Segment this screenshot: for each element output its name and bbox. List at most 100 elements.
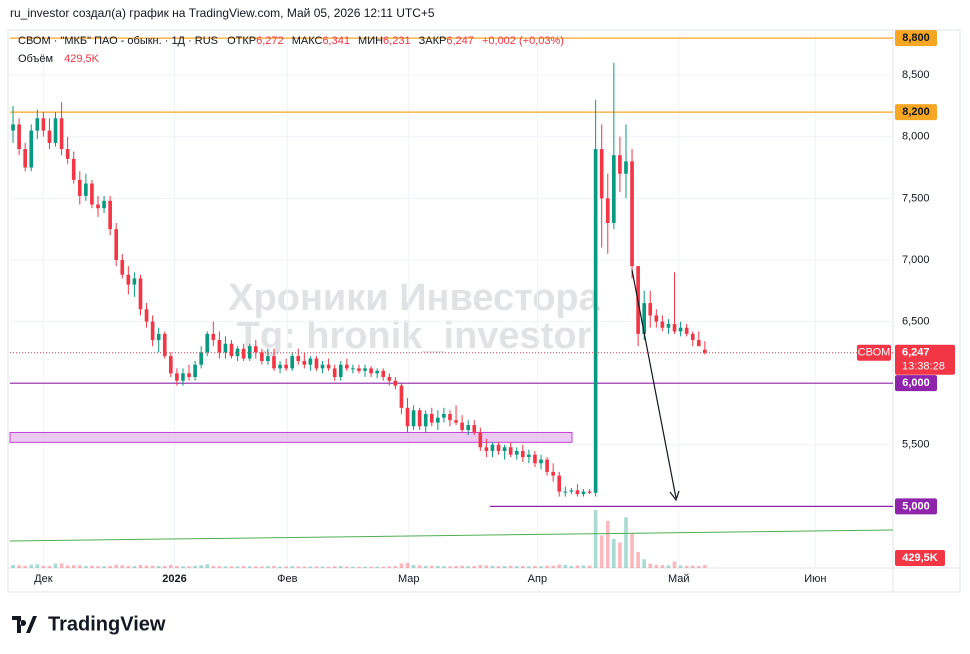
candle-body [624, 161, 628, 174]
candle-body [618, 155, 622, 174]
volume-bar [235, 566, 240, 568]
volume-bar [672, 561, 677, 568]
volume-bar [563, 564, 568, 568]
volume-bar [132, 566, 137, 568]
candle-body [678, 327, 683, 332]
volume-bar [59, 563, 64, 568]
candle-body [314, 358, 319, 369]
volume-bar [612, 539, 616, 568]
candle-body [684, 327, 689, 334]
y-tick-label: 5,500 [902, 439, 930, 451]
volume-bar [696, 565, 701, 568]
volume-bar [193, 565, 197, 568]
candle-body [23, 149, 27, 168]
chart-frame [7, 29, 961, 593]
watermark-line: Хроники Инвестора [228, 277, 600, 319]
brand: TradingView [12, 613, 166, 635]
candle-body [11, 124, 15, 131]
candle-body [351, 368, 355, 370]
candle-body [612, 155, 616, 223]
candle-body [284, 364, 288, 369]
volume-bar [533, 565, 537, 568]
volume-bar [284, 566, 288, 568]
candle-body [175, 373, 179, 381]
level-tag [895, 30, 937, 47]
candle-body [405, 407, 410, 427]
candle-body [411, 410, 416, 427]
candle-body [605, 198, 610, 223]
volume-bar [399, 563, 404, 568]
volume-bar [65, 565, 70, 568]
x-tick-label: Мар [398, 573, 420, 585]
volume-bar [502, 566, 507, 568]
candle-body [417, 410, 422, 427]
volume-bar [660, 565, 665, 568]
volume-value: 429,5K [64, 53, 100, 65]
volume-bar [581, 565, 586, 568]
candle-body [690, 333, 695, 341]
level-label: 6,000 [902, 377, 930, 389]
candle-body [77, 179, 82, 196]
volume-bar [344, 566, 349, 568]
x-tick-label: Дек [34, 573, 53, 585]
y-tick-label: 8,500 [902, 69, 930, 81]
candle-body [344, 364, 349, 369]
x-tick-label: Июн [804, 573, 826, 585]
volume-bar [77, 565, 82, 568]
countdown: 13:38:28 [902, 361, 945, 373]
volume-bar [648, 563, 653, 568]
volume-bar [199, 565, 203, 568]
volume-bar [23, 565, 27, 568]
volume-bar [624, 517, 628, 568]
candle-body [490, 444, 495, 451]
candle-body [703, 349, 707, 353]
candle-body [502, 447, 507, 451]
volume-bar [90, 565, 94, 568]
volume-bar [484, 565, 489, 568]
volume-bar [308, 566, 313, 568]
volume-bar [411, 564, 416, 568]
volume-bar [162, 565, 167, 568]
volume-bar [102, 566, 106, 568]
candle-body [460, 422, 464, 430]
candle-body [648, 303, 653, 316]
volume-bar [618, 542, 622, 568]
volume-bar [156, 565, 161, 568]
level-label: 8,200 [902, 106, 930, 118]
volume-bar [587, 565, 592, 568]
ticker-label: СВОМ [858, 347, 891, 359]
volume-bar [654, 564, 659, 568]
volume-bar [247, 566, 252, 568]
volume-bar [272, 566, 276, 568]
price-label: 6,247 [902, 347, 930, 359]
volume-bar [357, 566, 361, 568]
volume-bar [442, 566, 446, 568]
candle-body [363, 368, 367, 371]
volume-bar [496, 566, 501, 568]
candle-body [181, 373, 185, 381]
candle-body [466, 425, 471, 430]
candle-body [642, 303, 647, 334]
volume-bar [472, 565, 477, 568]
volume-bar [405, 562, 410, 568]
candle-body [29, 130, 34, 168]
ohlc-value: 6,231 [383, 35, 411, 47]
ohlc-name: ОТКР [227, 35, 256, 47]
arrow-head [669, 490, 680, 502]
candle-body [199, 352, 203, 365]
candle-body [120, 259, 125, 275]
volume-bar [514, 566, 519, 568]
candle-body [472, 425, 477, 433]
candle-body [108, 200, 112, 230]
candle-body [696, 340, 701, 347]
candle-body [369, 368, 373, 374]
candle-body [278, 364, 282, 369]
arrow [631, 269, 677, 499]
candle-body [381, 370, 386, 378]
zone [9, 431, 573, 443]
candle-body [508, 447, 513, 455]
volume-bar [369, 566, 373, 568]
x-tick-label: Апр [528, 573, 547, 585]
candle-body [478, 432, 483, 448]
